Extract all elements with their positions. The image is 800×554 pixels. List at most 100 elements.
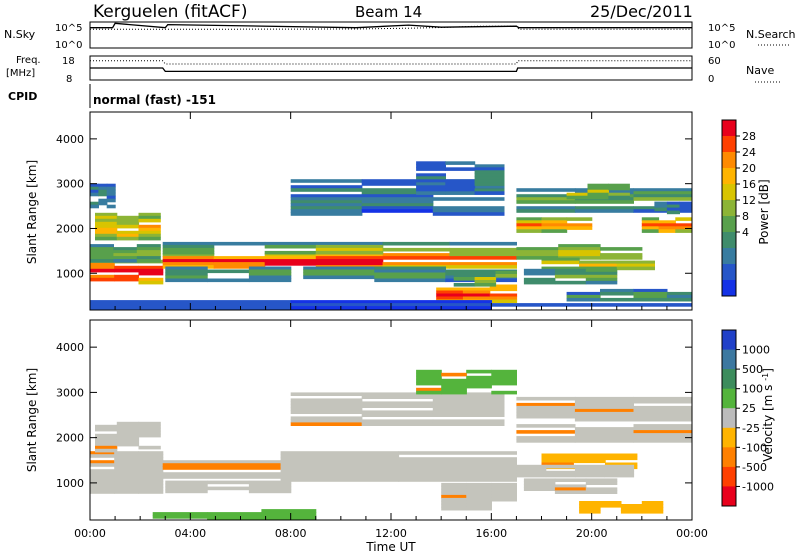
heatmap-cell [558, 247, 601, 251]
heatmap-cell [474, 274, 497, 278]
heatmap-cell [516, 414, 576, 419]
heatmap-cell [573, 459, 606, 464]
heatmap-cell [361, 188, 434, 192]
heatmap-cell [416, 188, 446, 192]
heatmap-cell [554, 274, 587, 279]
heatmap-cell [165, 269, 208, 274]
colorbar-swatch [722, 447, 736, 468]
heatmap-cell [491, 482, 517, 487]
heatmap-cell [138, 478, 164, 482]
heatmap-cell [152, 515, 208, 519]
heatmap-cell [574, 200, 634, 204]
heatmap-cell [579, 263, 618, 268]
heatmap-cell [449, 241, 517, 246]
heatmap-cell [445, 161, 476, 165]
heatmap-band [152, 509, 317, 520]
heatmap-cell [213, 256, 266, 260]
heatmap-band [516, 217, 593, 233]
heatmap-cell [290, 203, 363, 207]
heatmap-cell [545, 464, 576, 469]
heatmap-cell [138, 487, 164, 491]
heatmap-cell [516, 223, 543, 227]
heatmap-cell [449, 262, 517, 266]
heatmap-cell [445, 182, 476, 186]
heatmap-cell [585, 487, 618, 491]
heatmap-cell [290, 416, 363, 420]
heatmap-cell [290, 185, 363, 189]
heatmap-cell [679, 207, 692, 212]
heatmap-cell [574, 408, 634, 413]
heatmap-cell [136, 256, 161, 260]
heatmap-cell [585, 274, 618, 279]
heatmap-cell [398, 469, 517, 473]
heatmap-cell [398, 466, 517, 470]
heatmap-cell [666, 294, 692, 299]
heatmap-cell [290, 401, 363, 405]
nave-line [90, 60, 692, 65]
heatmap-cell [516, 411, 576, 416]
y-tick-label: 1000 [56, 477, 84, 490]
heatmap-cell [541, 257, 580, 262]
colorbar-tick-label: 25 [742, 402, 756, 415]
heatmap-cell [445, 179, 476, 183]
heatmap-cell [374, 278, 446, 283]
colorbar-frame [721, 119, 737, 297]
heatmap-cell [616, 263, 655, 268]
velocity-colorbar: 1000 500 100 25 -25 -100 -500 -1000 [721, 329, 774, 507]
heatmap-cell [116, 427, 140, 432]
heatmap-cell [138, 430, 161, 435]
colorbar-swatch [722, 466, 736, 487]
heatmap-cell [523, 484, 556, 488]
heatmap-cell [666, 291, 692, 296]
heatmap-cell [138, 484, 164, 488]
heatmap-cell [566, 226, 593, 230]
heatmap-cell [315, 247, 384, 252]
beam-title: Beam 14 [355, 3, 422, 21]
heatmap-cell [516, 220, 543, 224]
heatmap-cell [474, 182, 505, 186]
heatmap-cell [432, 212, 505, 216]
x-tick-label: 08:00 [275, 527, 307, 540]
heatmap-cell [449, 250, 517, 255]
heatmap-cell [138, 469, 164, 473]
heatmap-cell [641, 507, 664, 511]
heatmap-band [90, 244, 161, 263]
heatmap-cell [516, 402, 576, 407]
heatmap-cell [213, 265, 266, 269]
heatmap-cell [95, 233, 118, 238]
heatmap-cell [303, 272, 375, 277]
nsky-line [90, 22, 692, 29]
heatmap-cell [213, 262, 266, 266]
heatmap-cell [574, 209, 634, 213]
nave-tick-bottom: 0 [708, 74, 714, 85]
heatmap-cell [138, 212, 161, 217]
heatmap-cell [114, 478, 139, 482]
heatmap-cell [361, 413, 434, 417]
colorbar-swatch [722, 200, 736, 217]
heatmap-cell [641, 504, 664, 508]
heatmap-cell [608, 183, 630, 188]
heatmap-cell [290, 194, 363, 198]
heatmap-cell [398, 457, 517, 461]
heatmap-cell [554, 271, 587, 276]
heatmap-cell [138, 445, 161, 450]
heatmap-cell [90, 183, 99, 188]
heatmap-band [516, 424, 692, 443]
heatmap-cell [641, 501, 664, 505]
heatmap-cell [462, 290, 491, 295]
heatmap-cell [138, 224, 161, 229]
heatmap-cell [616, 266, 655, 271]
heatmap-cell [574, 411, 634, 416]
heatmap-cell [516, 253, 559, 257]
heatmap-cell [666, 207, 680, 212]
heatmap-cell [541, 220, 568, 224]
heatmap-cell [106, 195, 116, 200]
heatmap-cell [566, 223, 593, 227]
heatmap-cell [90, 451, 115, 455]
heatmap-cell [474, 280, 497, 284]
heatmap-cell [165, 278, 208, 283]
heatmap-cell [361, 410, 434, 414]
heatmap-cell [679, 201, 692, 206]
colorbar-swatch [722, 216, 736, 233]
heatmap-cell [587, 183, 609, 188]
